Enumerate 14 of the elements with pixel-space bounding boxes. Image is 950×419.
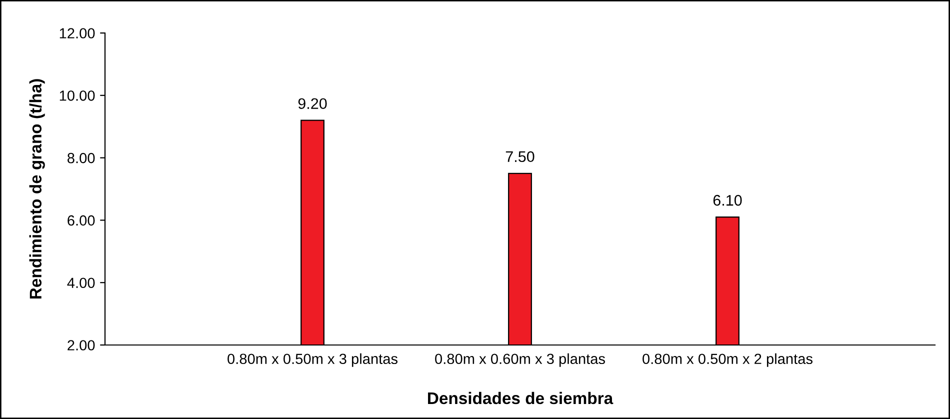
y-tick-label: 2.00: [68, 340, 95, 350]
y-axis-title: Rendimiento de grano (t/ha): [29, 79, 45, 299]
data-label: 7.50: [506, 151, 534, 162]
data-label: 6.10: [713, 194, 742, 206]
data-label: 9.20: [298, 98, 327, 110]
y-tick-label: 4.00: [67, 278, 95, 288]
y-tick-label: 12.00: [60, 28, 95, 38]
y-tick-label: 10.00: [60, 90, 95, 101]
x-axis-title: Densidades de siembra: [428, 392, 614, 404]
x-tick-label: 0.80m x 0.50m x 2 plantas: [642, 353, 812, 367]
x-tick-label: 0.80m x 0.50m x 3 plantas: [228, 353, 398, 367]
x-tick-label: 0.80m x 0.60m x 3 plantas: [435, 353, 605, 367]
y-tick-label: 6.00: [68, 215, 95, 226]
y-tick-label: 8.00: [68, 152, 95, 164]
